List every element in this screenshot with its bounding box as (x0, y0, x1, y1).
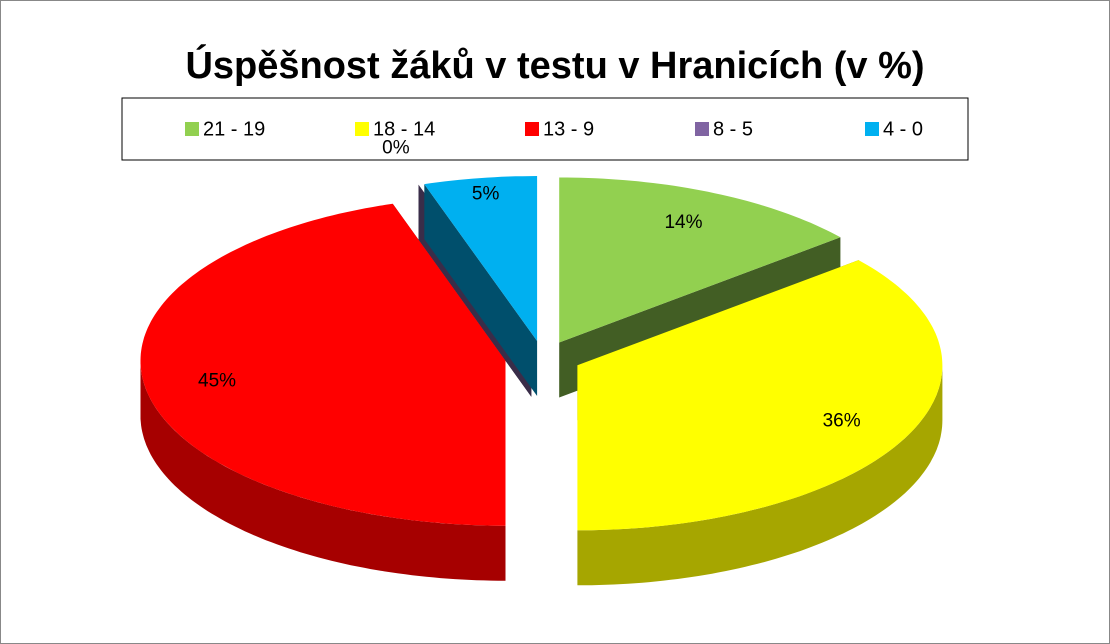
legend-label: 13 - 9 (543, 118, 594, 140)
legend-swatch (525, 122, 539, 136)
data-label: 36% (823, 411, 861, 432)
data-label: 45% (198, 370, 236, 391)
legend-box (121, 97, 969, 161)
slice-cut-face (424, 184, 538, 396)
pie-slice (577, 260, 943, 531)
legend-swatch (185, 122, 199, 136)
data-label: 14% (664, 212, 702, 233)
slice-wall (140, 360, 506, 581)
chart-title: Úspěšnost žáků v testu v Hranicích (v %) (185, 43, 924, 87)
legend-label: 18 - 14 (373, 118, 435, 140)
legend-label: 4 - 0 (883, 118, 923, 140)
legend-swatch (355, 122, 369, 136)
legend-swatch (865, 122, 879, 136)
legend-label: 8 - 5 (713, 118, 753, 140)
pie-slice (140, 203, 506, 526)
pie-slice (559, 177, 841, 343)
data-label: 5% (472, 183, 500, 204)
legend-label: 21 - 19 (203, 118, 265, 140)
slice-wall (577, 365, 943, 586)
legend-swatch (695, 122, 709, 136)
data-label: 0% (382, 137, 410, 158)
pie-slice (424, 176, 538, 341)
